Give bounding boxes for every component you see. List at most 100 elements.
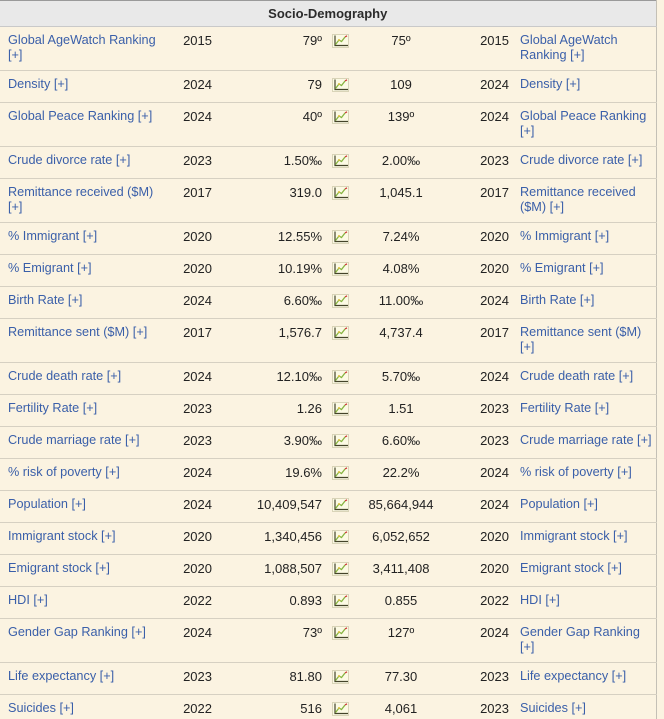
line-chart-icon[interactable] (331, 702, 349, 716)
year-right: 2015 (445, 26, 510, 71)
indicator-link-left[interactable]: Global AgeWatch Ranking [+] (8, 33, 156, 62)
line-chart-icon[interactable] (331, 466, 349, 480)
indicator-link-right[interactable]: % risk of poverty [+] (520, 465, 632, 479)
indicator-cell-left: Population [+] (0, 490, 165, 523)
value-right: 4,737.4 (357, 318, 445, 363)
indicator-link-right[interactable]: Crude marriage rate [+] (520, 433, 652, 447)
value-right: 6.60‰ (357, 426, 445, 459)
table-row: Fertility Rate [+] 2023 1.26 1.51 2023 F… (0, 394, 657, 427)
indicator-link-left[interactable]: Crude marriage rate [+] (8, 433, 140, 447)
indicator-link-right[interactable]: Fertility Rate [+] (520, 401, 610, 415)
indicator-link-left[interactable]: Birth Rate [+] (8, 293, 83, 307)
line-chart-icon[interactable] (331, 434, 349, 448)
line-chart-icon[interactable] (331, 154, 349, 168)
table-row: Gender Gap Ranking [+] 2024 73º 127º 202… (0, 618, 657, 663)
value-right: 11.00‰ (357, 286, 445, 319)
indicator-link-right[interactable]: HDI [+] (520, 593, 560, 607)
line-chart-icon[interactable] (331, 326, 349, 340)
indicator-link-right[interactable]: Crude death rate [+] (520, 369, 634, 383)
indicator-link-right[interactable]: Density [+] (520, 77, 581, 91)
year-right: 2024 (445, 102, 510, 147)
line-chart-icon[interactable] (331, 78, 349, 92)
year-right: 2022 (445, 586, 510, 619)
indicator-link-right[interactable]: Global Peace Ranking [+] (520, 109, 647, 138)
year-right: 2023 (445, 394, 510, 427)
line-chart-icon[interactable] (331, 594, 349, 608)
line-chart-icon[interactable] (331, 262, 349, 276)
indicator-link-right[interactable]: Birth Rate [+] (520, 293, 595, 307)
indicator-cell-right: Global Peace Ranking [+] (510, 102, 657, 147)
indicator-link-left[interactable]: Population [+] (8, 497, 86, 511)
indicator-link-right[interactable]: Life expectancy [+] (520, 669, 627, 683)
indicator-link-left[interactable]: Density [+] (8, 77, 69, 91)
indicator-link-right[interactable]: % Immigrant [+] (520, 229, 610, 243)
indicator-link-right[interactable]: Crude divorce rate [+] (520, 153, 643, 167)
value-right: 127º (357, 618, 445, 663)
year-left: 2020 (165, 522, 213, 555)
indicator-link-left[interactable]: Emigrant stock [+] (8, 561, 110, 575)
table-row: % Emigrant [+] 2020 10.19% 4.08% 2020 % … (0, 254, 657, 287)
line-chart-icon[interactable] (331, 402, 349, 416)
line-chart-icon[interactable] (331, 498, 349, 512)
line-chart-icon[interactable] (331, 294, 349, 308)
line-chart-icon[interactable] (331, 110, 349, 124)
indicator-link-left[interactable]: % Immigrant [+] (8, 229, 98, 243)
line-chart-icon[interactable] (331, 626, 349, 640)
value-right: 2.00‰ (357, 146, 445, 179)
indicator-link-right[interactable]: Gender Gap Ranking [+] (520, 625, 640, 654)
line-chart-icon[interactable] (331, 530, 349, 544)
indicator-link-right[interactable]: Emigrant stock [+] (520, 561, 622, 575)
indicator-link-left[interactable]: Global Peace Ranking [+] (8, 109, 153, 123)
indicator-link-left[interactable]: Life expectancy [+] (8, 669, 115, 683)
indicator-cell-left: Global AgeWatch Ranking [+] (0, 26, 165, 71)
year-left: 2024 (165, 490, 213, 523)
chart-icon-cell (323, 554, 357, 587)
value-right: 109 (357, 70, 445, 103)
table-row: Suicides [+] 2022 516 4,061 2023 Suicide… (0, 694, 657, 719)
year-left: 2017 (165, 318, 213, 363)
chart-icon-cell (323, 178, 357, 223)
indicator-link-left[interactable]: Fertility Rate [+] (8, 401, 98, 415)
indicator-link-right[interactable]: Remittance received ($M) [+] (520, 185, 636, 214)
indicator-cell-right: Remittance received ($M) [+] (510, 178, 657, 223)
indicator-cell-right: % Emigrant [+] (510, 254, 657, 287)
year-left: 2023 (165, 662, 213, 695)
indicator-link-right[interactable]: Population [+] (520, 497, 598, 511)
line-chart-icon[interactable] (331, 670, 349, 684)
chart-icon-cell (323, 70, 357, 103)
year-left: 2024 (165, 458, 213, 491)
indicator-link-right[interactable]: Immigrant stock [+] (520, 529, 628, 543)
indicator-link-right[interactable]: Suicides [+] (520, 701, 586, 715)
indicator-cell-left: Emigrant stock [+] (0, 554, 165, 587)
indicator-link-left[interactable]: % risk of poverty [+] (8, 465, 120, 479)
indicator-link-left[interactable]: HDI [+] (8, 593, 48, 607)
indicator-link-left[interactable]: Crude divorce rate [+] (8, 153, 131, 167)
line-chart-icon[interactable] (331, 370, 349, 384)
year-right: 2023 (445, 694, 510, 719)
indicator-link-left[interactable]: Remittance sent ($M) [+] (8, 325, 148, 339)
year-left: 2024 (165, 70, 213, 103)
indicator-cell-left: Gender Gap Ranking [+] (0, 618, 165, 663)
line-chart-icon[interactable] (331, 186, 349, 200)
chart-icon-cell (323, 490, 357, 523)
line-chart-icon[interactable] (331, 34, 349, 48)
indicator-link-right[interactable]: Remittance sent ($M) [+] (520, 325, 642, 354)
indicator-link-left[interactable]: Suicides [+] (8, 701, 74, 715)
chart-icon-cell (323, 362, 357, 395)
table-row: Remittance sent ($M) [+] 2017 1,576.7 4,… (0, 318, 657, 363)
indicator-link-left[interactable]: % Emigrant [+] (8, 261, 92, 275)
indicator-link-left[interactable]: Gender Gap Ranking [+] (8, 625, 146, 639)
indicator-link-right[interactable]: Global AgeWatch Ranking [+] (520, 33, 618, 62)
indicator-link-left[interactable]: Remittance received ($M) [+] (8, 185, 154, 214)
value-right: 5.70‰ (357, 362, 445, 395)
indicator-link-right[interactable]: % Emigrant [+] (520, 261, 604, 275)
indicator-link-left[interactable]: Crude death rate [+] (8, 369, 122, 383)
indicator-cell-right: Population [+] (510, 490, 657, 523)
year-right: 2024 (445, 618, 510, 663)
indicator-link-left[interactable]: Immigrant stock [+] (8, 529, 116, 543)
line-chart-icon[interactable] (331, 562, 349, 576)
chart-icon-cell (323, 522, 357, 555)
line-chart-icon[interactable] (331, 230, 349, 244)
chart-icon-cell (323, 662, 357, 695)
